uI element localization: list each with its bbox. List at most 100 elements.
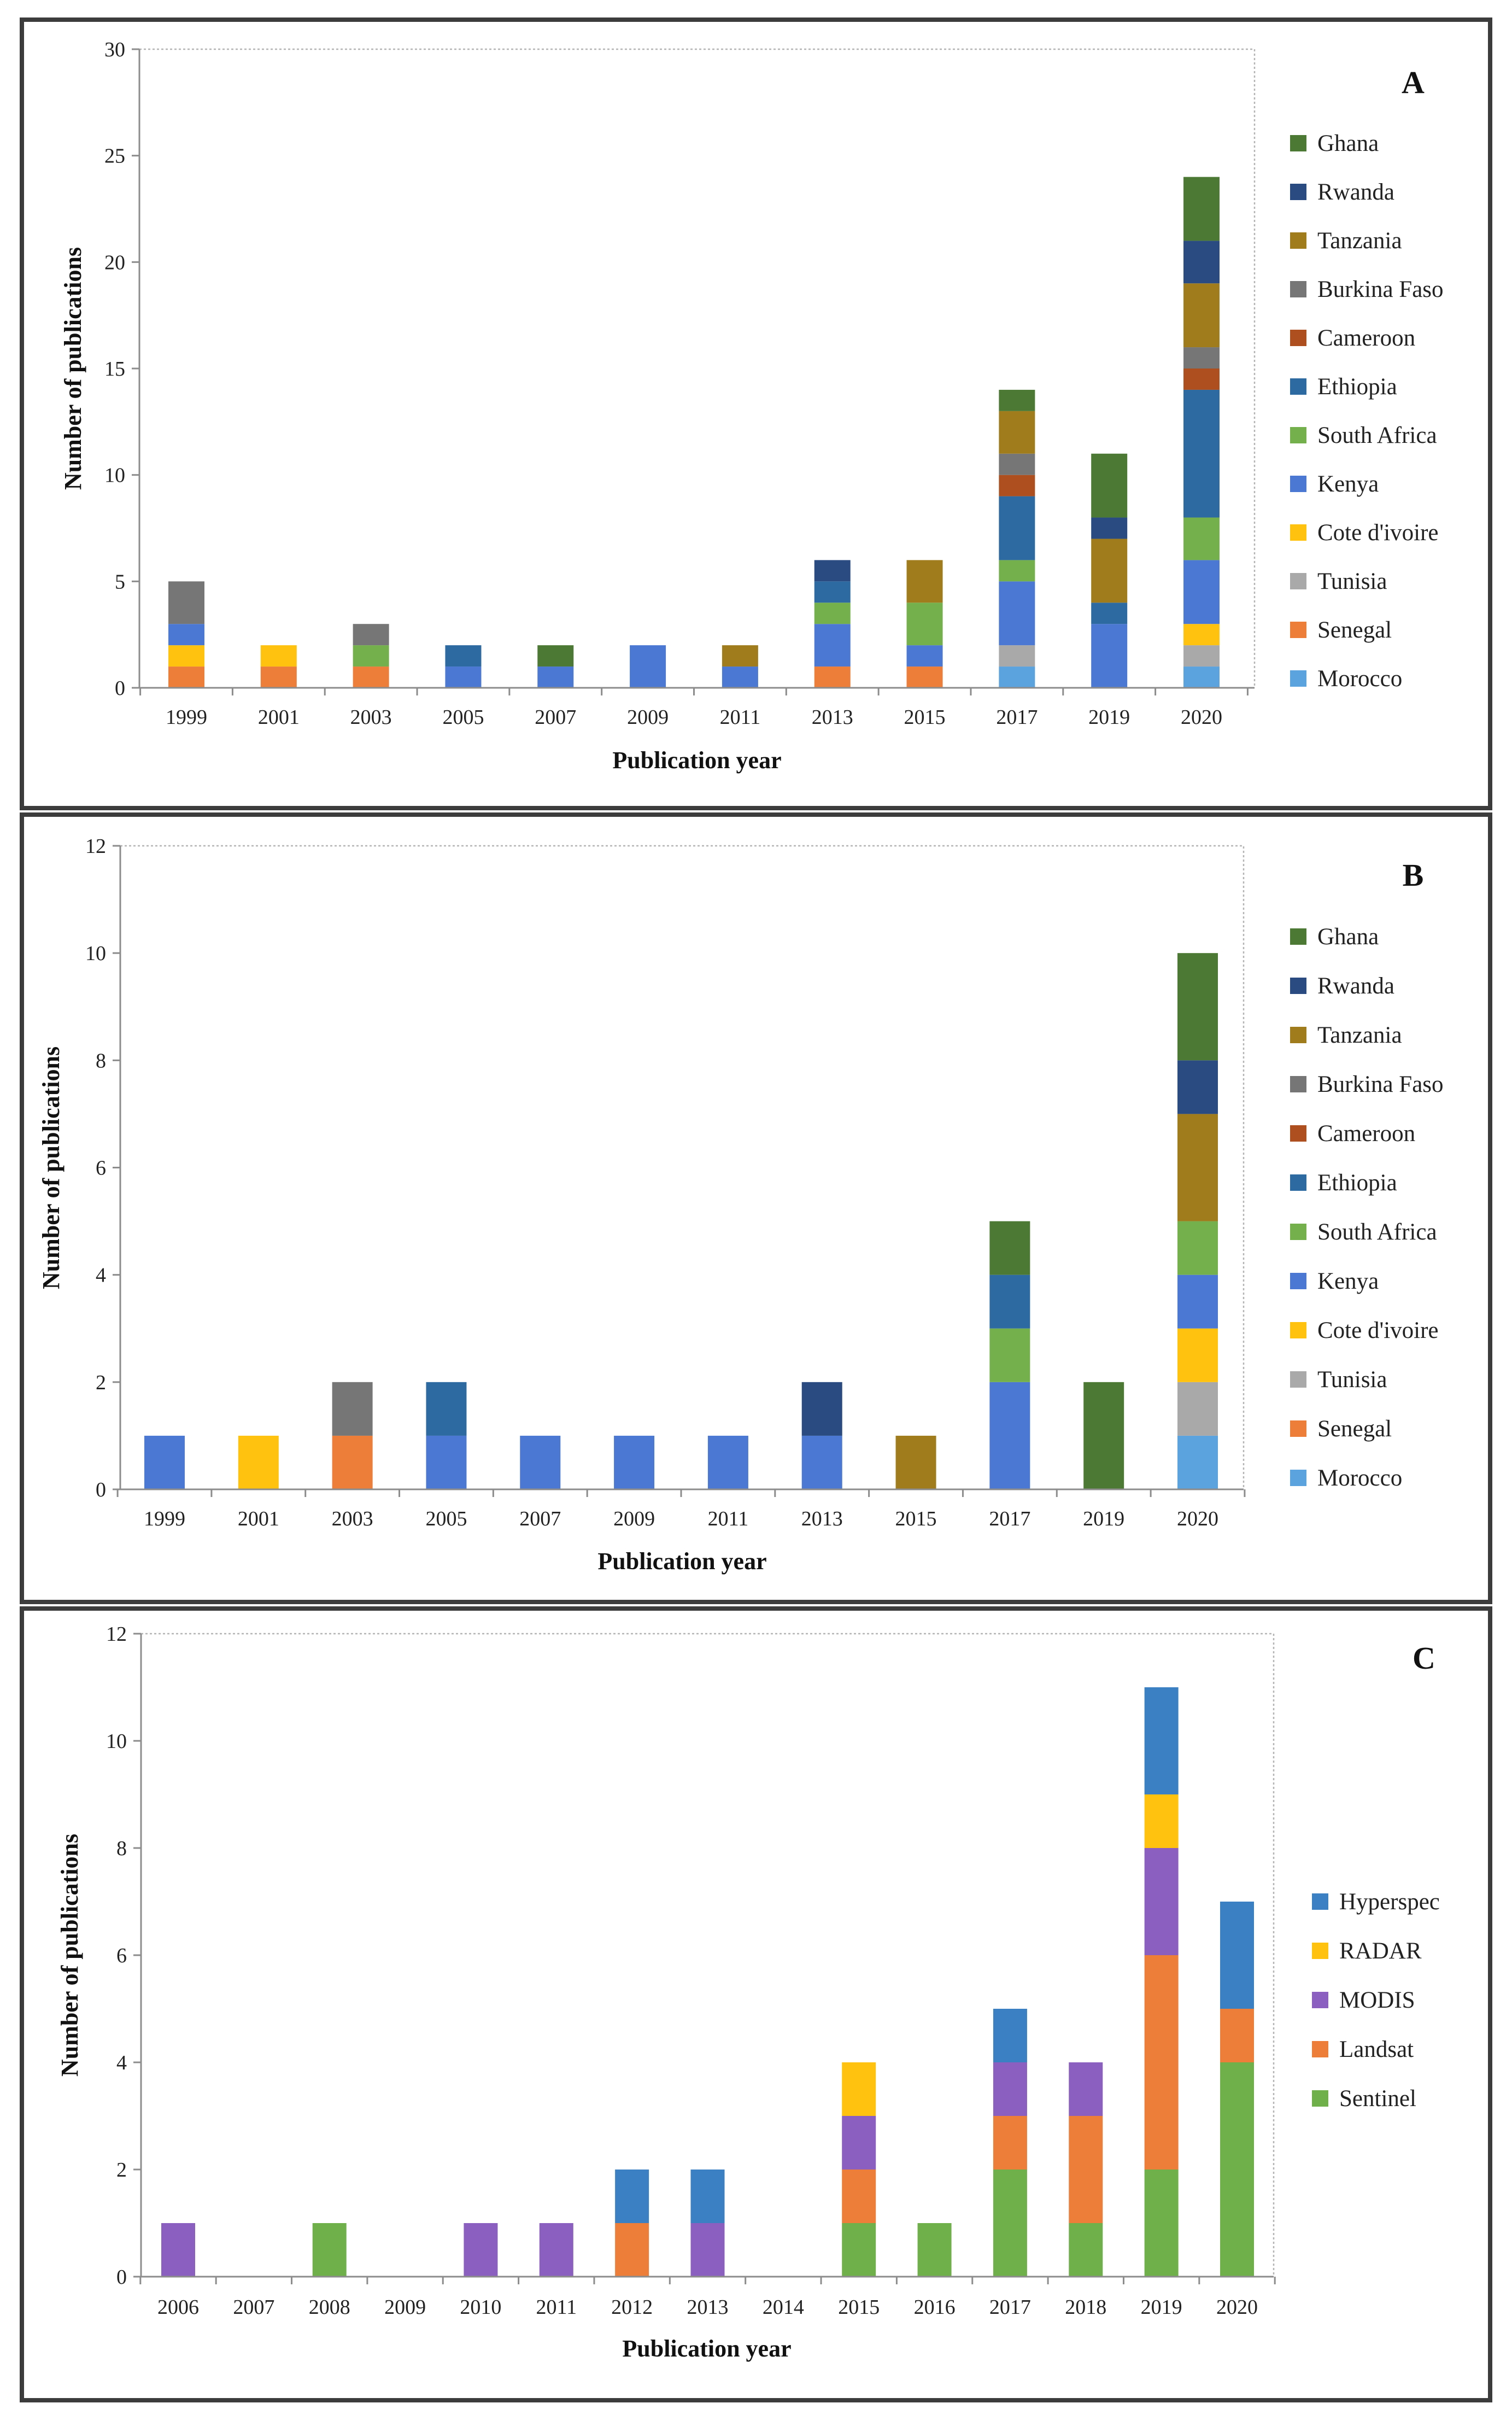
bar-2010-modis	[464, 2223, 498, 2277]
bar-2007-ghana	[537, 645, 574, 667]
bar-2020-ghana	[1183, 177, 1220, 241]
bar-2020-south-africa	[1183, 517, 1220, 560]
bar-2011-kenya	[707, 1435, 748, 1489]
bar-2020-cameroon	[1183, 369, 1220, 390]
panel-b-x-axis-title: Publication year	[597, 1548, 766, 1575]
bar-2011-tanzania	[722, 645, 758, 667]
legend-item-cote-d-ivoire: Cote d'ivoire	[1290, 1318, 1439, 1343]
bar-2019-tanzania	[1091, 539, 1128, 603]
x-tick-label: 2020	[1216, 2296, 1258, 2319]
legend-item-hyperspec: Hyperspec	[1312, 1889, 1440, 1915]
bar-2013-kenya	[814, 624, 851, 667]
legend-swatch	[1290, 1076, 1306, 1092]
legend-label: Cameroon	[1317, 325, 1415, 351]
bar-2015-tanzania	[895, 1435, 936, 1489]
bar-2005-ethiopia	[445, 645, 482, 667]
panel-c-legend: Hyperspec RADAR MODIS Landsat Sentinel	[1312, 1889, 1440, 2112]
bar-2019-radar	[1144, 1794, 1179, 1848]
bar-2011-modis	[539, 2223, 573, 2277]
y-tick-label: 0	[115, 677, 125, 700]
y-tick-label: 12	[85, 835, 106, 858]
y-tick-label: 30	[104, 38, 125, 61]
x-tick-label: 2011	[708, 1507, 749, 1530]
bar-2013-hyperspec	[690, 2170, 725, 2223]
bar-2019-ghana	[1083, 1382, 1124, 1489]
bar-2015-kenya	[906, 645, 943, 667]
legend-swatch	[1290, 573, 1306, 589]
bar-2020-ethiopia	[1183, 389, 1220, 518]
panel-c-frame	[20, 1606, 1492, 2402]
bar-2003-burkina-faso	[353, 624, 389, 646]
legend-swatch	[1290, 1322, 1306, 1338]
bar-2008-sentinel	[312, 2223, 347, 2277]
bar-2001-cote-d-ivoire	[260, 645, 297, 667]
bar-2019-modis	[1144, 1848, 1179, 1955]
legend-item-ethiopia: Ethiopia	[1290, 374, 1397, 400]
legend-swatch	[1312, 1943, 1328, 1959]
x-tick-label: 1999	[166, 706, 207, 729]
bar-2017-morocco	[999, 666, 1035, 688]
panel-c-x-axis-title: Publication year	[622, 2335, 791, 2362]
panel-b: B Publication year Number of publication…	[20, 812, 1492, 1604]
legend-item-south-africa: South Africa	[1290, 423, 1437, 448]
legend-swatch	[1290, 184, 1306, 200]
legend-label: Senegal	[1317, 617, 1392, 643]
bar-2017-landsat	[993, 2116, 1027, 2170]
legend-swatch	[1290, 232, 1306, 249]
x-tick-label: 2013	[812, 706, 853, 729]
y-tick-label: 2	[96, 1371, 106, 1394]
legend-label: Cameroon	[1317, 1121, 1415, 1147]
legend-item-tanzania: Tanzania	[1290, 228, 1402, 254]
x-tick-label: 2013	[687, 2296, 729, 2319]
legend-label: Senegal	[1317, 1416, 1392, 1442]
bar-2013-rwanda	[814, 560, 851, 582]
y-tick-label: 6	[96, 1157, 106, 1180]
bar-2017-kenya	[989, 1382, 1030, 1489]
bar-2019-landsat	[1144, 1955, 1179, 2170]
legend-label: Tanzania	[1317, 1022, 1402, 1048]
bar-1999-burkina-faso	[168, 581, 204, 624]
y-tick-label: 10	[106, 1730, 127, 1753]
x-tick-label: 2020	[1181, 706, 1222, 729]
x-tick-label: 1999	[144, 1507, 185, 1530]
legend-item-tanzania: Tanzania	[1290, 1022, 1402, 1048]
panel-c-letter: C	[1413, 1640, 1435, 1676]
legend-label: Kenya	[1317, 1268, 1379, 1294]
x-tick-label: 2011	[536, 2296, 577, 2319]
bar-2007-kenya	[520, 1435, 561, 1489]
legend-label: Cote d'ivoire	[1317, 520, 1439, 546]
bar-2020-morocco	[1183, 666, 1220, 688]
bar-2017-burkina-faso	[999, 453, 1035, 475]
x-tick-label: 2017	[996, 706, 1038, 729]
legend-item-senegal: Senegal	[1290, 617, 1392, 643]
x-tick-label: 2015	[838, 2296, 880, 2319]
y-tick-label: 8	[96, 1049, 106, 1072]
y-tick-label: 10	[104, 464, 125, 487]
panel-a-x-axis: 1999 2001 2003 2005 2007 2009 2011 2013 2015 2017…	[139, 687, 1255, 729]
panel-a-y-axis: 0 5 10 15 20 25 30	[104, 38, 140, 700]
x-tick-label: 2011	[720, 706, 761, 729]
bar-2017-cameroon	[999, 475, 1035, 496]
x-tick-label: 2020	[1177, 1507, 1218, 1530]
bar-1999-senegal	[168, 666, 204, 688]
x-tick-label: 2003	[332, 1507, 373, 1530]
y-tick-label: 8	[116, 1837, 127, 1860]
bar-2020-rwanda	[1183, 241, 1220, 284]
bar-2020-morocco	[1177, 1435, 1218, 1489]
legend-swatch	[1290, 1027, 1306, 1043]
legend-swatch	[1290, 378, 1306, 395]
legend-item-morocco: Morocco	[1290, 1465, 1402, 1491]
legend-label: Burkina Faso	[1317, 1072, 1444, 1097]
bar-1999-cote-d-ivoire	[168, 645, 204, 667]
legend-label: Ghana	[1317, 924, 1379, 950]
legend-item-sentinel: Sentinel	[1312, 2086, 1416, 2112]
legend-swatch	[1290, 135, 1306, 151]
bar-2018-modis	[1069, 2062, 1103, 2116]
legend-item-rwanda: Rwanda	[1290, 973, 1394, 999]
bar-2020-hyperspec	[1220, 1902, 1254, 2009]
bar-2005-ethiopia	[426, 1382, 467, 1436]
x-tick-label: 2009	[384, 2296, 426, 2319]
panel-a-x-axis-title: Publication year	[612, 747, 781, 774]
panel-c-y-axis-title: Number of publications	[56, 1834, 83, 2077]
bar-2015-landsat	[842, 2170, 876, 2223]
